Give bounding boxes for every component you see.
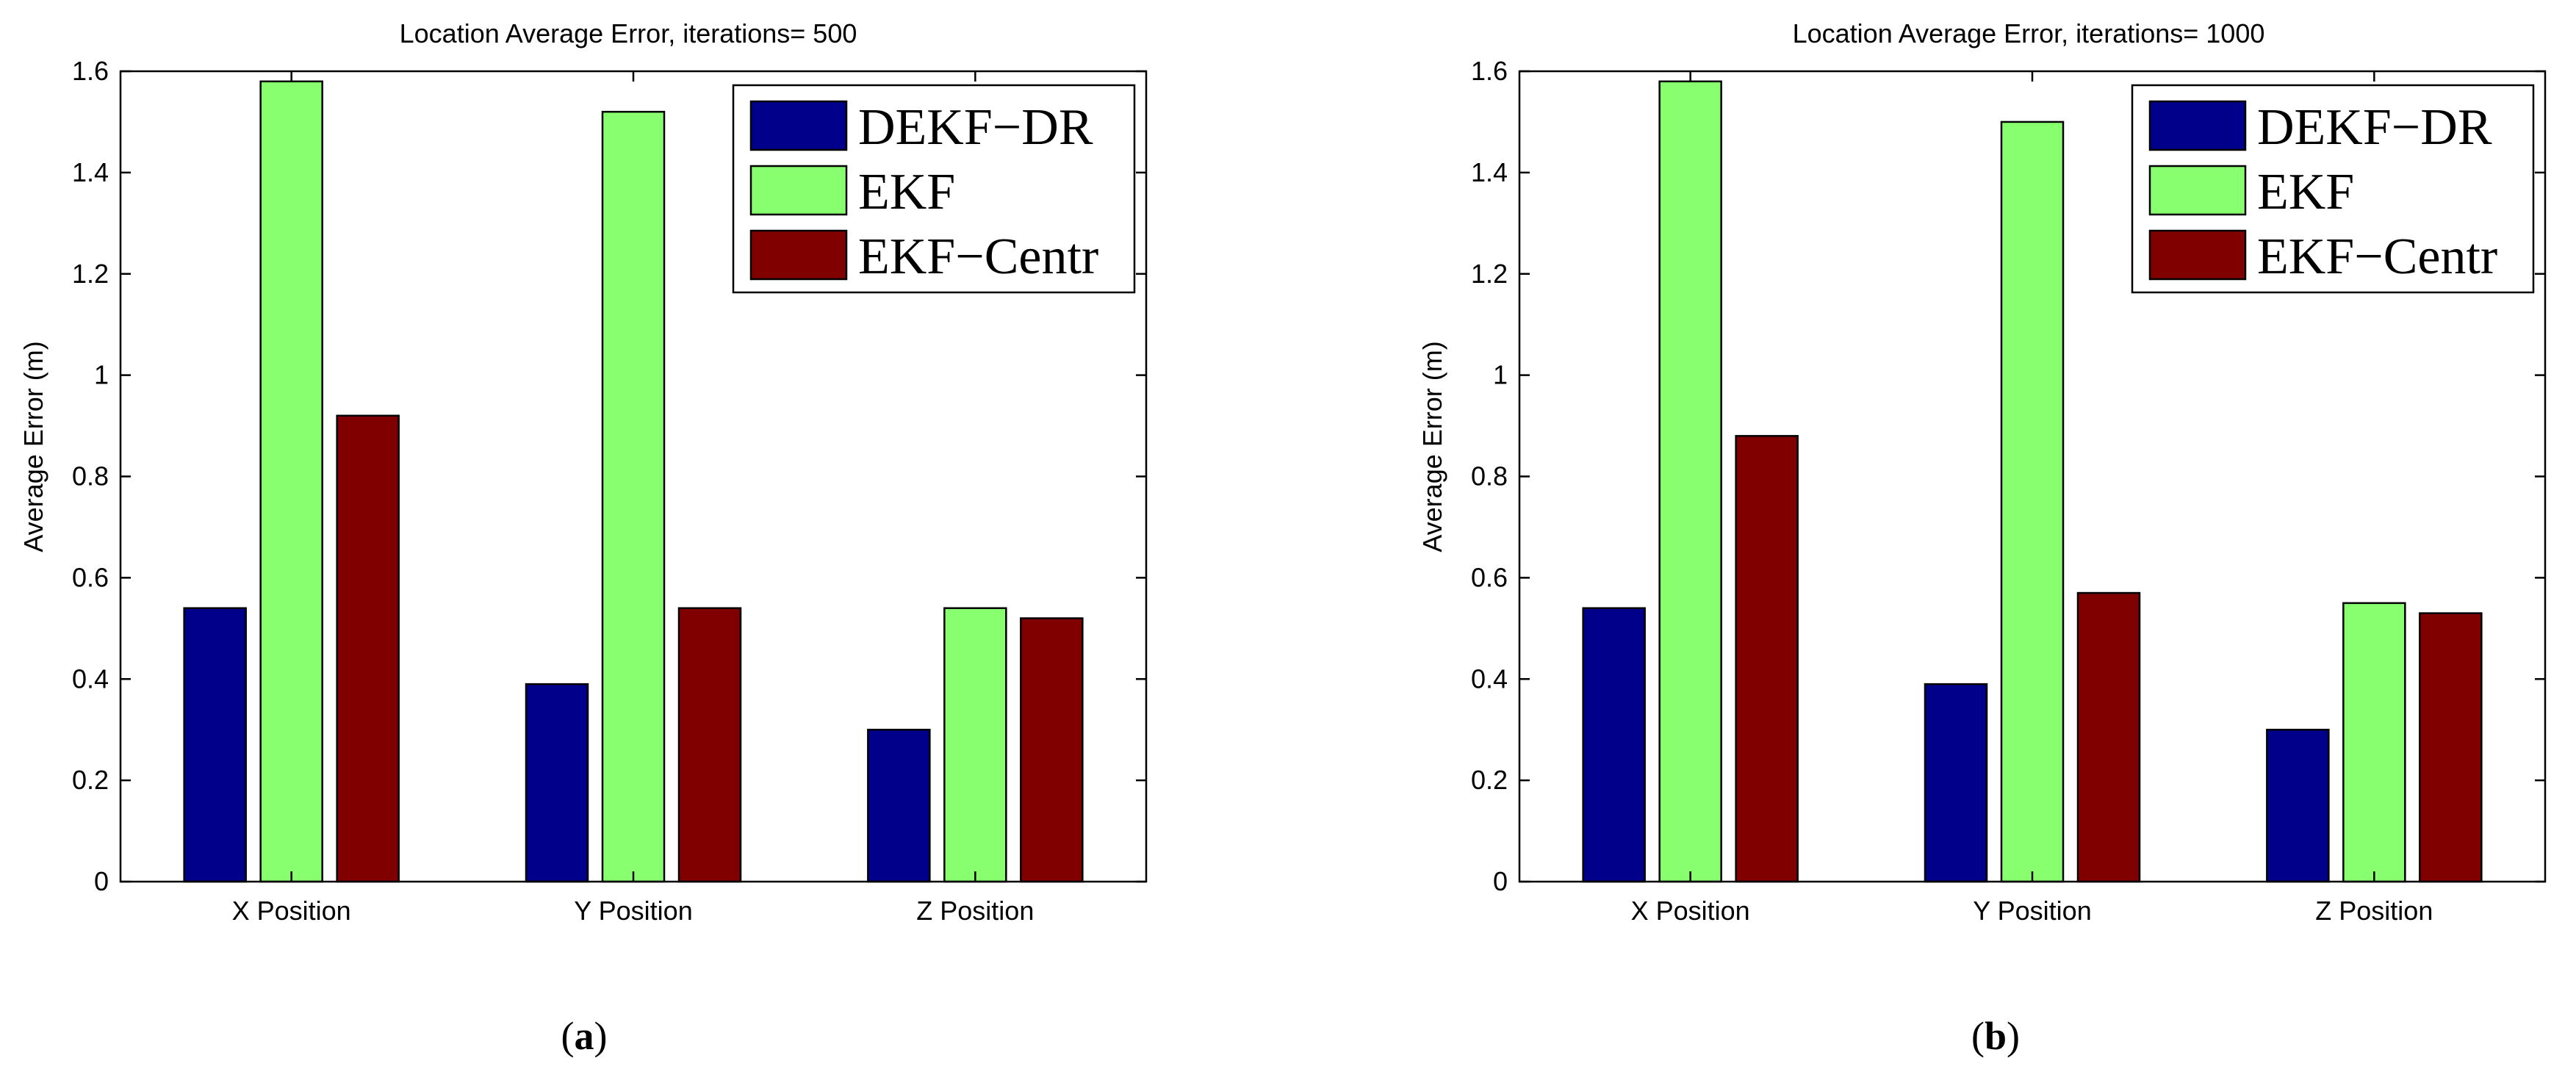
- bar-dekf-dr: [867, 728, 931, 883]
- subfigure-caption: (a): [561, 1014, 608, 1058]
- bar-ekf-centr: [677, 607, 742, 883]
- bar-group: [1582, 80, 2483, 883]
- legend-swatch-ekf-centr: [2148, 229, 2247, 281]
- y-tick-labels: 0 0.2 0.4 0.6 0.8 1 1.2 1.4 1.6: [72, 56, 109, 896]
- x-tick-labels: X Position Y Position Z Position: [232, 896, 1035, 926]
- legend: DEKF−DR EKF EKF−Centr: [732, 84, 1136, 294]
- y-tick-label: 1.6: [1471, 56, 1508, 86]
- tick-marks: [120, 70, 1146, 883]
- y-tick-label: 0.8: [1471, 461, 1508, 492]
- y-axis-label: Average Error (m): [1417, 341, 1447, 552]
- bar-ekf: [943, 607, 1007, 883]
- y-tick-label: 0.2: [72, 765, 109, 795]
- y-axis-label: Average Error (m): [18, 341, 48, 552]
- x-tick-label: X Position: [1631, 896, 1750, 926]
- y-tick-label: 0.4: [1471, 663, 1508, 694]
- bar-ekf: [2000, 120, 2065, 883]
- bar-ekf-centr: [336, 414, 400, 883]
- subfigure-caption: (b): [1971, 1014, 2020, 1058]
- y-tick-label: 1.4: [1471, 157, 1508, 187]
- x-tick-label: Z Position: [2315, 896, 2433, 926]
- y-tick-label: 1.4: [72, 157, 109, 187]
- y-tick-label: 0.8: [72, 461, 109, 492]
- legend-label-ekf: EKF: [858, 164, 955, 220]
- bar-ekf: [1658, 80, 1722, 883]
- y-tick-label: 1.2: [72, 259, 109, 289]
- chart-title: Location Average Error, iterations= 500: [400, 18, 857, 48]
- bar-ekf-centr: [2419, 612, 2483, 883]
- bar-dekf-dr: [1582, 607, 1646, 883]
- x-tick-labels: X Position Y Position Z Position: [1631, 896, 2433, 926]
- caption-letter: a: [575, 1014, 594, 1058]
- x-tick-label: Z Position: [916, 896, 1034, 926]
- x-tick-label: Y Position: [1973, 896, 2091, 926]
- y-tick-labels: 0 0.2 0.4 0.6 0.8 1 1.2 1.4 1.6: [1471, 56, 1508, 896]
- y-tick-label: 1.2: [1471, 259, 1508, 289]
- bar-dekf-dr: [1924, 683, 1988, 883]
- bar-dekf-dr: [2266, 728, 2330, 883]
- caption-open-paren: (: [1971, 1014, 1985, 1058]
- caption-open-paren: (: [561, 1014, 575, 1058]
- y-tick-label: 0.4: [72, 663, 109, 694]
- y-tick-label: 1: [94, 360, 109, 390]
- legend-swatch-dekf-dr: [2148, 100, 2247, 151]
- bar-ekf: [2342, 602, 2406, 883]
- legend-swatch-dekf-dr: [749, 100, 848, 151]
- y-tick-label: 0: [1493, 866, 1508, 896]
- legend-label-ekf-centr: EKF−Centr: [2257, 228, 2497, 285]
- x-tick-label: X Position: [232, 896, 351, 926]
- bar-group: [183, 80, 1084, 883]
- legend-swatch-ekf: [749, 165, 848, 216]
- bar-ekf-centr: [2076, 591, 2141, 883]
- caption-close-paren: ): [2007, 1014, 2020, 1058]
- legend-label-dekf-dr: DEKF−DR: [2257, 99, 2492, 156]
- legend-swatch-ekf-centr: [749, 229, 848, 281]
- y-tick-label: 0.6: [72, 562, 109, 592]
- caption-close-paren: ): [594, 1014, 608, 1058]
- bar-ekf: [259, 80, 323, 883]
- legend-label-ekf-centr: EKF−Centr: [858, 228, 1098, 285]
- bar-dekf-dr: [183, 607, 247, 883]
- caption-letter: b: [1985, 1014, 2007, 1058]
- y-tick-label: 1.6: [72, 56, 109, 86]
- chart-panel-b: Location Average Error, iterations= 1000…: [1417, 18, 2547, 1058]
- legend-label-dekf-dr: DEKF−DR: [858, 99, 1093, 156]
- bar-ekf-centr: [1735, 435, 1799, 883]
- legend-swatch-ekf: [2148, 165, 2247, 216]
- bar-ekf-centr: [1020, 617, 1084, 883]
- bar-ekf: [601, 110, 666, 883]
- chart-title: Location Average Error, iterations= 1000: [1793, 18, 2265, 48]
- x-tick-label: Y Position: [574, 896, 692, 926]
- chart-panel-a: Location Average Error, iterations= 500 …: [18, 18, 1148, 1058]
- legend-label-ekf: EKF: [2257, 164, 2354, 220]
- y-tick-label: 1: [1493, 360, 1508, 390]
- legend: DEKF−DR EKF EKF−Centr: [2131, 84, 2535, 294]
- y-tick-label: 0.6: [1471, 562, 1508, 592]
- y-tick-label: 0: [94, 866, 109, 896]
- bar-dekf-dr: [525, 683, 589, 883]
- tick-marks: [1519, 70, 2545, 883]
- y-tick-label: 0.2: [1471, 765, 1508, 795]
